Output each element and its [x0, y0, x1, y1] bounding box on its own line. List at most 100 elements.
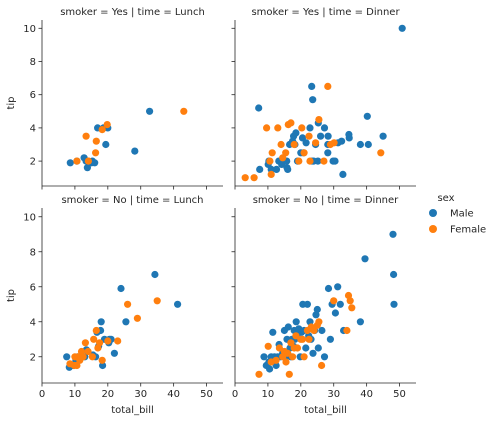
- scatter-point-male: [326, 335, 334, 343]
- scatter-point-male: [390, 270, 398, 279]
- scatter-point-male: [338, 137, 346, 145]
- facet-2-x-tick-label: 30: [134, 389, 147, 400]
- facet-3-x-axis-label: total_bill: [304, 405, 347, 416]
- scatter-point-male: [97, 318, 105, 326]
- scatter-point-male: [292, 318, 300, 326]
- scatter-point-female: [324, 82, 332, 90]
- scatter-point-male: [66, 159, 74, 167]
- scatter-point-female: [133, 314, 141, 322]
- scatter-point-male: [324, 132, 332, 140]
- legend-marker-female: [429, 225, 437, 233]
- scatter-point-male: [336, 300, 344, 308]
- scatter-point-female: [330, 297, 338, 305]
- scatter-point-female: [330, 139, 338, 147]
- scatter-point-male: [308, 82, 316, 90]
- scatter-point-female: [268, 149, 276, 157]
- scatter-point-male: [317, 132, 325, 140]
- scatter-point-female: [84, 347, 92, 356]
- scatter-point-male: [379, 132, 387, 140]
- scatter-point-male: [331, 157, 339, 165]
- scatter-point-female: [287, 119, 295, 127]
- scatter-point-female: [92, 137, 100, 145]
- scatter-point-female: [300, 353, 308, 361]
- legend-marker-male: [429, 209, 437, 217]
- scatter-point-male: [256, 165, 264, 173]
- facet-0-y-tick-label: 2: [30, 157, 36, 168]
- facet-2-x-tick-label: 50: [200, 389, 213, 400]
- facet-3-x-tick-label: 10: [262, 389, 275, 400]
- scatter-point-male: [318, 326, 326, 335]
- scatter-point-female: [315, 318, 323, 326]
- scatter-point-female: [318, 361, 326, 370]
- scatter-point-female: [310, 326, 318, 335]
- scatter-point-male: [284, 323, 292, 331]
- scatter-point-female: [320, 157, 328, 165]
- scatter-point-female: [289, 353, 297, 361]
- scatter-point-female: [290, 140, 298, 149]
- scatter-point-male: [361, 255, 369, 263]
- facet-2-x-axis-label: total_bill: [111, 405, 154, 416]
- scatter-point-female: [274, 124, 282, 132]
- scatter-point-male: [255, 104, 263, 112]
- scatter-point-female: [255, 370, 263, 378]
- scatter-point-female: [79, 353, 87, 361]
- scatter-point-female: [305, 132, 313, 140]
- scatter-point-male: [364, 140, 372, 149]
- scatter-point-male: [266, 365, 274, 373]
- facet-2-x-tick-label: 20: [101, 389, 114, 400]
- facet-2-y-tick-label: 2: [30, 352, 36, 363]
- scatter-point-female: [312, 139, 320, 147]
- scatter-point-male: [151, 270, 159, 279]
- scatter-point-male: [313, 305, 321, 314]
- scatter-point-male: [63, 353, 71, 361]
- scatter-point-female: [264, 342, 272, 350]
- scatter-point-female: [282, 149, 290, 157]
- scatter-point-male: [260, 353, 268, 361]
- scatter-point-female: [275, 344, 283, 352]
- facet-3-x-tick-label: 50: [393, 389, 406, 400]
- scatter-point-male: [314, 157, 322, 165]
- scatter-point-male: [309, 349, 317, 357]
- scatter-point-male: [320, 124, 329, 132]
- scatter-point-female: [82, 132, 90, 140]
- facet-3-x-tick-label: 20: [294, 389, 307, 400]
- facet-2-y-tick-label: 4: [30, 317, 36, 328]
- facet-2-title: smoker = No | time = Lunch: [61, 195, 203, 206]
- scatter-point-female: [98, 126, 106, 134]
- scatter-point-female: [293, 344, 302, 352]
- facet-0-y-tick-label: 4: [30, 123, 36, 134]
- scatter-point-female: [346, 297, 354, 305]
- legend-title: sex: [437, 193, 454, 204]
- facet-0-y-tick-label: 8: [30, 57, 36, 68]
- facet-2-x-tick-label: 0: [39, 389, 45, 400]
- legend-label-female: Female: [450, 225, 486, 236]
- scatter-point-female: [306, 157, 314, 165]
- scatter-point-female: [250, 174, 258, 182]
- scatter-point-female: [153, 297, 161, 305]
- scatter-point-female: [315, 116, 323, 124]
- scatter-point-female: [114, 337, 122, 345]
- scatter-point-female: [104, 337, 112, 345]
- scatter-point-male: [117, 284, 125, 293]
- scatter-point-male: [174, 300, 182, 308]
- scatter-point-female: [92, 326, 100, 335]
- facet-2-x-tick-label: 10: [69, 389, 82, 400]
- scatter-point-male: [131, 147, 139, 155]
- scatter-point-female: [92, 149, 100, 157]
- scatter-point-male: [83, 164, 91, 172]
- scatter-point-male: [272, 165, 281, 173]
- facet-0-title: smoker = Yes | time = Lunch: [60, 7, 205, 18]
- scatter-point-male: [99, 361, 107, 370]
- scatter-point-male: [303, 300, 311, 308]
- scatter-point-male: [122, 318, 130, 326]
- scatter-point-male: [267, 165, 275, 173]
- facet-1-title: smoker = Yes | time = Dinner: [251, 7, 400, 18]
- facet-0-y-tick-label: 6: [30, 90, 36, 101]
- scatter-point-female: [298, 124, 306, 132]
- scatter-point-male: [306, 124, 314, 132]
- scatter-point-female: [343, 326, 351, 335]
- scatter-point-male: [146, 107, 154, 115]
- scatter-point-female: [266, 157, 274, 165]
- scatter-point-male: [398, 24, 406, 32]
